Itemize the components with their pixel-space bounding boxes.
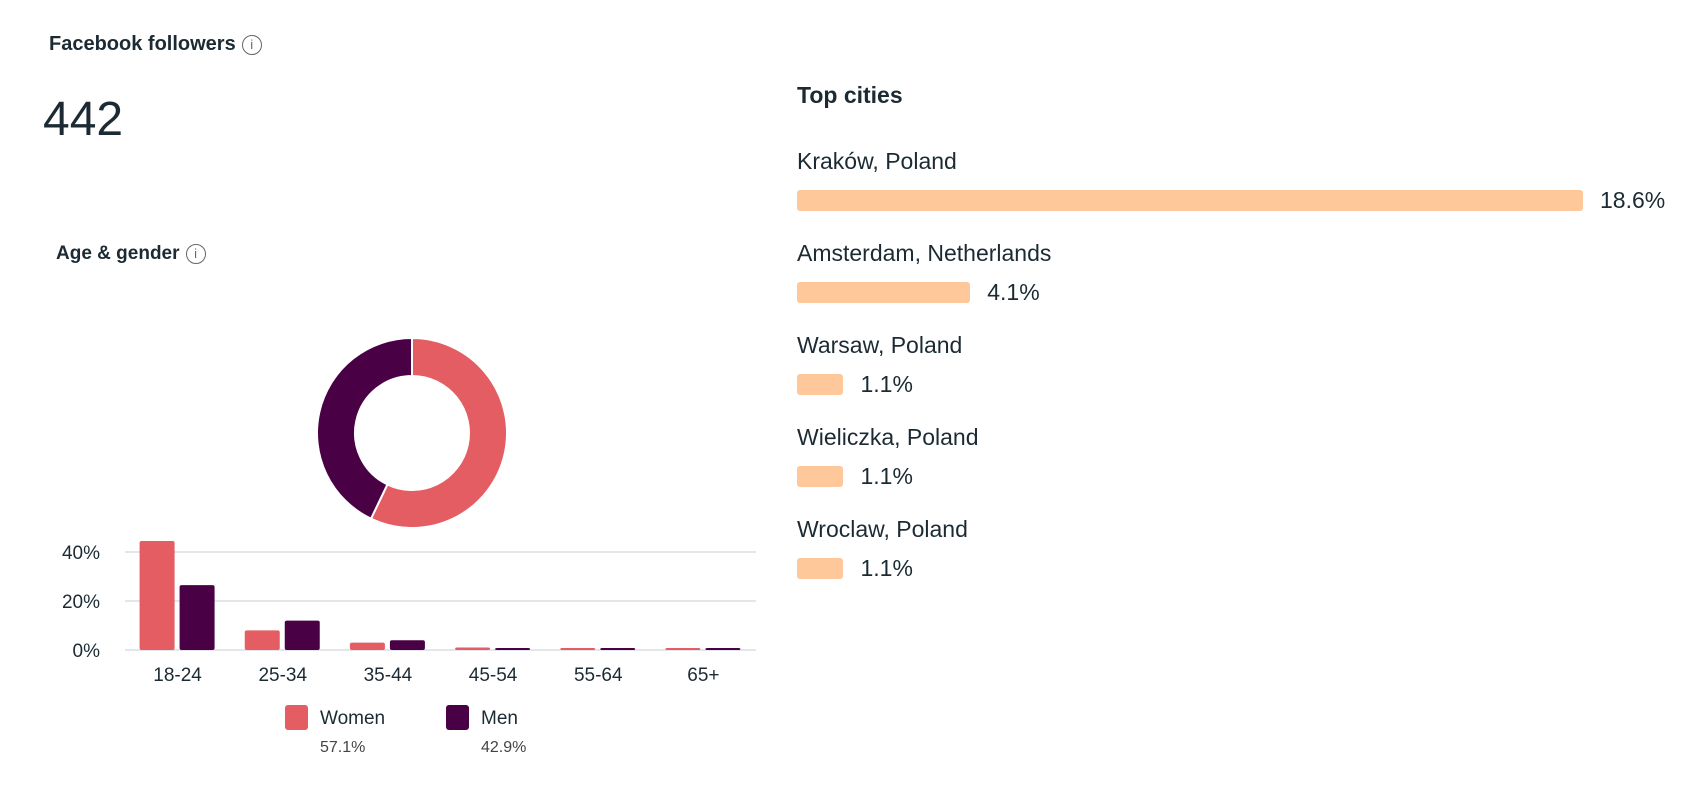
donut-slice-men — [316, 336, 413, 521]
bar-women-45-54 — [455, 647, 491, 650]
age-gender-title-text: Age & gender — [56, 243, 180, 264]
city-label: Wroclaw, Poland — [797, 516, 968, 542]
top-cities-title: Top cities — [797, 82, 903, 108]
x-tick-label: 45-54 — [469, 665, 518, 686]
y-tick-label: 20% — [62, 592, 100, 613]
x-tick-label: 65+ — [687, 665, 719, 686]
bar-women-55-64 — [560, 648, 596, 650]
legend-label-men: Men — [481, 708, 518, 729]
bar-men-65+ — [705, 648, 741, 650]
legend-swatch-women — [285, 705, 308, 730]
y-tick-label: 0% — [73, 641, 101, 662]
bar-men-18-24 — [179, 585, 215, 650]
city-value: 1.1% — [860, 371, 913, 397]
legend-label-women: Women — [320, 708, 385, 729]
followers-title-text: Facebook followers — [49, 33, 236, 55]
x-tick-label: 55-64 — [574, 665, 623, 686]
bar-men-25-34 — [284, 620, 320, 650]
y-tick-label: 40% — [62, 543, 100, 564]
bar-women-25-34 — [244, 630, 280, 650]
city-bar — [797, 282, 971, 303]
legend-swatch-men — [446, 705, 469, 730]
city-value: 4.1% — [987, 279, 1040, 305]
city-label: Kraków, Poland — [797, 148, 957, 174]
city-value: 1.1% — [860, 463, 913, 489]
bar-women-18-24 — [139, 540, 175, 650]
city-value: 18.6% — [1600, 187, 1666, 213]
city-label: Wieliczka, Poland — [797, 424, 979, 450]
followers-count: 442 — [43, 93, 124, 146]
bar-men-45-54 — [495, 648, 531, 650]
x-tick-label: 25-34 — [258, 665, 307, 686]
legend-value-men: 42.9% — [481, 739, 526, 756]
info-icon[interactable]: i — [241, 34, 262, 55]
legend-value-women: 57.1% — [320, 739, 365, 756]
donut-slice-women — [369, 336, 508, 529]
city-label: Warsaw, Poland — [797, 332, 963, 358]
followers-title: Facebook followers i — [49, 33, 262, 56]
city-value: 1.1% — [860, 555, 913, 581]
bar-women-65+ — [665, 648, 701, 650]
bar-women-35-44 — [349, 642, 385, 650]
bar-men-55-64 — [600, 648, 636, 650]
age-gender-charts: 0% 20% 40% 18-24 25-34 35-44 45-54 55-64 65+ Wome… — [62, 336, 756, 756]
city-label: Amsterdam, Netherlands — [797, 240, 1052, 266]
city-bar — [797, 190, 1583, 211]
city-bar — [797, 466, 844, 487]
info-icon[interactable]: i — [185, 243, 206, 264]
x-tick-label: 35-44 — [364, 665, 413, 686]
x-tick-label: 18-24 — [153, 665, 202, 686]
bar-men-35-44 — [389, 640, 425, 650]
age-gender-title: Age & gender i — [56, 243, 206, 265]
city-bar — [797, 374, 844, 395]
city-bar — [797, 558, 844, 579]
